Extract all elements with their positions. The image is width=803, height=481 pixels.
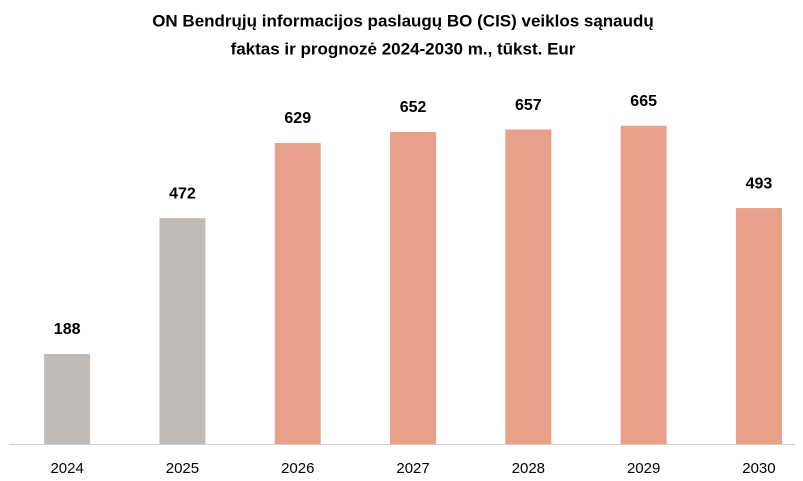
x-tick-label: 2030 bbox=[742, 460, 775, 477]
value-label: 188 bbox=[54, 321, 81, 338]
x-tick-label: 2026 bbox=[281, 460, 314, 477]
x-tick-label: 2025 bbox=[166, 460, 199, 477]
x-tick-label: 2024 bbox=[50, 460, 83, 477]
bar bbox=[505, 129, 552, 445]
bar bbox=[620, 125, 667, 444]
chart-title: ON Bendrųjų informacijos paslaugų BO (CI… bbox=[152, 11, 654, 30]
x-tick-label: 2028 bbox=[512, 460, 545, 477]
x-tick-label: 2027 bbox=[396, 460, 429, 477]
bar bbox=[735, 208, 782, 444]
x-tick-label: 2029 bbox=[627, 460, 660, 477]
value-label: 493 bbox=[746, 175, 773, 192]
value-label: 657 bbox=[515, 97, 542, 114]
value-label: 652 bbox=[400, 99, 427, 116]
bar bbox=[274, 142, 321, 444]
value-label: 629 bbox=[284, 110, 311, 127]
bar bbox=[44, 354, 91, 444]
value-label: 665 bbox=[630, 93, 657, 110]
chart-title: faktas ir prognozė 2024-2030 m., tūkst. … bbox=[231, 39, 576, 58]
bar bbox=[390, 131, 437, 444]
value-label: 472 bbox=[169, 185, 196, 202]
bar bbox=[159, 218, 206, 444]
